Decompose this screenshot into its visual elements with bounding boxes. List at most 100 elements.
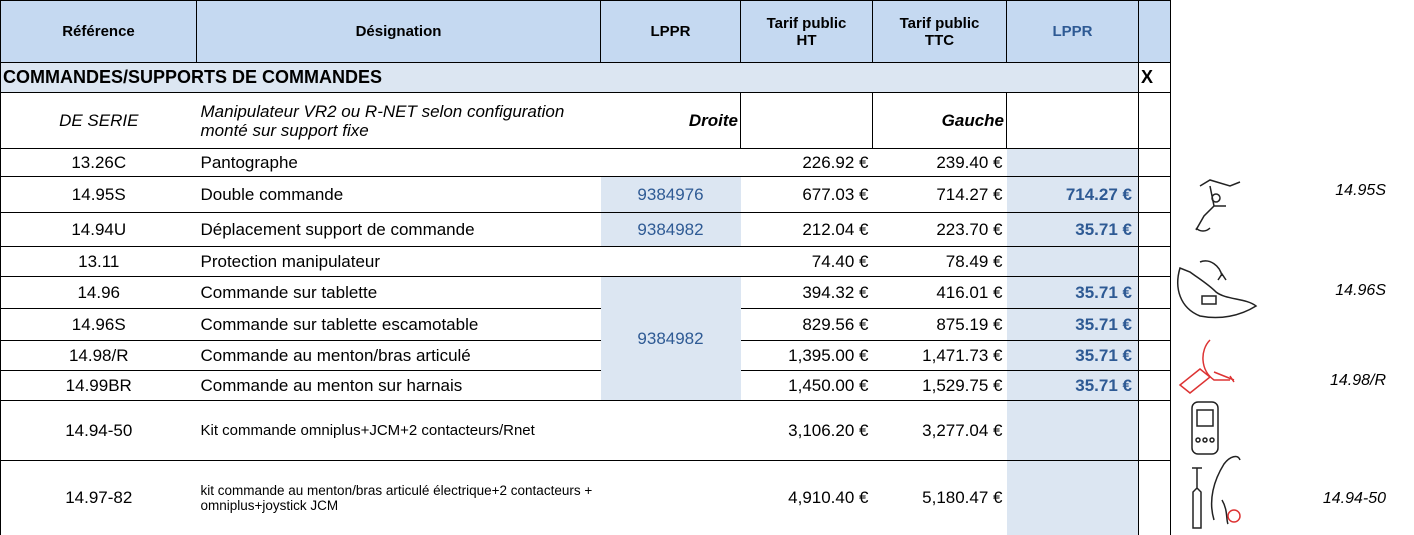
x-cell bbox=[1139, 93, 1171, 149]
reference: 14.96 bbox=[1, 277, 197, 309]
price-ht: 4,910.40 € bbox=[741, 461, 873, 535]
lppr-code bbox=[601, 149, 741, 177]
price-table: Référence Désignation LPPR Tarif public … bbox=[0, 0, 1171, 535]
header-text: Tarif public HT bbox=[757, 15, 857, 49]
double-command-icon bbox=[1196, 180, 1240, 231]
price-ttc: 1,471.73 € bbox=[873, 341, 1007, 371]
remote-icon bbox=[1192, 402, 1218, 454]
reference: DE SERIE bbox=[1, 93, 197, 149]
header-cell: LPPR bbox=[1007, 1, 1139, 63]
lppr-code bbox=[601, 461, 741, 535]
image-label: 14.95S bbox=[1335, 182, 1386, 200]
price-ht: 226.92 € bbox=[741, 149, 873, 177]
header-text: Tarif public TTC bbox=[890, 15, 990, 49]
image-panel: 14.95S 14.96S 14.98/R 14.94-50 bbox=[1170, 0, 1414, 534]
side: Gauche bbox=[873, 93, 1007, 149]
header-row: Référence Désignation LPPR Tarif public … bbox=[1, 1, 1171, 63]
price-ht: 677.03 € bbox=[741, 177, 873, 213]
price-ttc: 223.70 € bbox=[873, 213, 1007, 247]
reference: 14.94-50 bbox=[1, 401, 197, 461]
price-ttc: 416.01 € bbox=[873, 277, 1007, 309]
lppr-price bbox=[1007, 401, 1139, 461]
empty-box bbox=[741, 93, 873, 149]
price-ttc: 3,277.04 € bbox=[873, 401, 1007, 461]
header-cell: Tarif public TTC bbox=[873, 1, 1007, 63]
header-cell bbox=[1139, 1, 1171, 63]
x-cell bbox=[1139, 149, 1171, 177]
section-mark: X bbox=[1139, 63, 1171, 93]
price-ht: 829.56 € bbox=[741, 309, 873, 341]
empty-box bbox=[1007, 93, 1139, 149]
reference: 14.97-82 bbox=[1, 461, 197, 535]
side: Droite bbox=[601, 93, 741, 149]
lppr-code: 9384982 bbox=[601, 277, 741, 401]
x-cell bbox=[1139, 401, 1171, 461]
chin-kit-icon bbox=[1192, 457, 1240, 528]
section-row: COMMANDES/SUPPORTS DE COMMANDES X bbox=[1, 63, 1171, 93]
x-cell bbox=[1139, 247, 1171, 277]
x-cell bbox=[1139, 341, 1171, 371]
lppr-code: 9384982 bbox=[601, 213, 741, 247]
lppr-price: 35.71 € bbox=[1007, 371, 1139, 401]
lppr-price bbox=[1007, 247, 1139, 277]
lppr-code bbox=[601, 247, 741, 277]
page: Référence Désignation LPPR Tarif public … bbox=[0, 0, 1414, 534]
reference: 13.11 bbox=[1, 247, 197, 277]
reference: 14.96S bbox=[1, 309, 197, 341]
price-ttc: 875.19 € bbox=[873, 309, 1007, 341]
header-cell: Référence bbox=[1, 1, 197, 63]
designation: Double commande bbox=[197, 177, 601, 213]
x-cell bbox=[1139, 371, 1171, 401]
designation: Commande au menton/bras articulé bbox=[197, 341, 601, 371]
x-cell bbox=[1139, 213, 1171, 247]
designation: Commande sur tablette escamotable bbox=[197, 309, 601, 341]
reference: 14.94U bbox=[1, 213, 197, 247]
designation: kit commande au menton/bras articulé éle… bbox=[197, 461, 601, 535]
header-cell: LPPR bbox=[601, 1, 741, 63]
serie-row: DE SERIE Manipulateur VR2 ou R-NET selon… bbox=[1, 93, 1171, 149]
price-ht: 394.32 € bbox=[741, 277, 873, 309]
price-ttc: 714.27 € bbox=[873, 177, 1007, 213]
designation: Commande sur tablette bbox=[197, 277, 601, 309]
lppr-code: 9384976 bbox=[601, 177, 741, 213]
image-label: 14.98/R bbox=[1330, 372, 1386, 390]
lppr-price: 35.71 € bbox=[1007, 277, 1139, 309]
tablet-icon bbox=[1178, 261, 1256, 318]
lppr-code bbox=[601, 401, 741, 461]
image-label: 14.94-50 bbox=[1323, 490, 1386, 508]
header-cell: Tarif public HT bbox=[741, 1, 873, 63]
lppr-price bbox=[1007, 149, 1139, 177]
designation: Commande au menton sur harnais bbox=[197, 371, 601, 401]
reference: 14.95S bbox=[1, 177, 197, 213]
price-ht: 74.40 € bbox=[741, 247, 873, 277]
price-ht: 3,106.20 € bbox=[741, 401, 873, 461]
lppr-price: 35.71 € bbox=[1007, 309, 1139, 341]
image-label: 14.96S bbox=[1335, 282, 1386, 300]
price-ht: 212.04 € bbox=[741, 213, 873, 247]
chin-control-icon bbox=[1180, 340, 1234, 393]
price-ttc: 5,180.47 € bbox=[873, 461, 1007, 535]
designation: Kit commande omniplus+JCM+2 contacteurs/… bbox=[197, 401, 601, 461]
designation: Pantographe bbox=[197, 149, 601, 177]
price-ttc: 239.40 € bbox=[873, 149, 1007, 177]
price-ttc: 1,529.75 € bbox=[873, 371, 1007, 401]
lppr-price: 35.71 € bbox=[1007, 213, 1139, 247]
x-cell bbox=[1139, 177, 1171, 213]
lppr-price: 714.27 € bbox=[1007, 177, 1139, 213]
lppr-price bbox=[1007, 461, 1139, 535]
reference: 14.99BR bbox=[1, 371, 197, 401]
price-ttc: 78.49 € bbox=[873, 247, 1007, 277]
designation: Manipulateur VR2 ou R-NET selon configur… bbox=[197, 93, 601, 149]
x-cell bbox=[1139, 277, 1171, 309]
reference: 13.26C bbox=[1, 149, 197, 177]
x-cell bbox=[1139, 461, 1171, 535]
